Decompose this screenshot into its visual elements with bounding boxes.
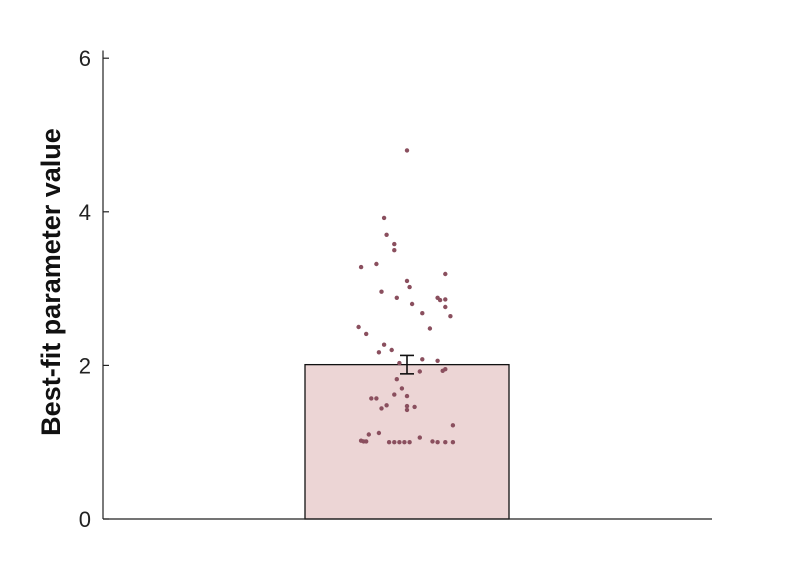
data-point: [358, 264, 364, 270]
data-point: [364, 439, 369, 444]
data-point: [366, 432, 371, 437]
data-point: [417, 369, 422, 374]
data-point: [392, 440, 397, 445]
data-point: [381, 342, 387, 347]
data-point: [407, 284, 412, 290]
data-point: [394, 377, 399, 382]
data-point: [404, 403, 410, 409]
data-point: [384, 232, 389, 237]
data-point: [407, 440, 412, 445]
data-point: [356, 324, 361, 330]
data-point: [369, 396, 374, 401]
y-tick-label: 6: [79, 46, 91, 71]
data-point: [374, 396, 379, 401]
data-point: [420, 357, 425, 362]
data-point: [443, 271, 448, 277]
data-point: [392, 392, 397, 397]
data-point: [386, 440, 392, 445]
data-point: [379, 289, 384, 294]
data-point: [443, 304, 448, 310]
data-point: [404, 148, 410, 153]
data-point: [404, 278, 410, 284]
data-point: [397, 360, 402, 366]
plot-area: [304, 148, 510, 520]
data-point: [417, 435, 422, 440]
data-point: [379, 406, 384, 411]
data-point: [376, 350, 382, 355]
data-point: [394, 295, 399, 300]
data-point: [381, 215, 387, 221]
data-point: [364, 331, 369, 337]
data-point: [402, 440, 407, 445]
axes: 0 2 4 6: [79, 46, 712, 532]
data-point: [420, 311, 425, 316]
data-point: [399, 386, 405, 391]
data-point: [374, 261, 379, 267]
data-point: [397, 440, 402, 445]
data-point: [448, 314, 453, 319]
bar: [304, 363, 510, 520]
data-point: [443, 440, 448, 445]
data-point: [384, 403, 389, 408]
data-point: [450, 440, 456, 445]
data-point: [427, 326, 433, 331]
data-point: [412, 404, 417, 410]
data-point: [450, 423, 456, 428]
data-point: [376, 430, 382, 436]
data-point: [443, 297, 448, 302]
y-tick-label: 4: [79, 200, 91, 225]
data-point: [389, 347, 394, 353]
y-axis-label: Best-fit parameter value: [36, 128, 66, 436]
y-tick-label: 0: [79, 507, 91, 532]
data-point: [409, 301, 415, 307]
data-point: [435, 358, 440, 363]
data-point: [440, 368, 445, 373]
data-point: [404, 393, 410, 399]
data-point: [392, 241, 397, 247]
data-point: [435, 440, 440, 445]
data-point: [404, 407, 410, 413]
data-point: [437, 297, 443, 303]
data-point: [430, 439, 435, 444]
data-point: [392, 248, 397, 253]
y-tick-label: 2: [79, 353, 91, 378]
